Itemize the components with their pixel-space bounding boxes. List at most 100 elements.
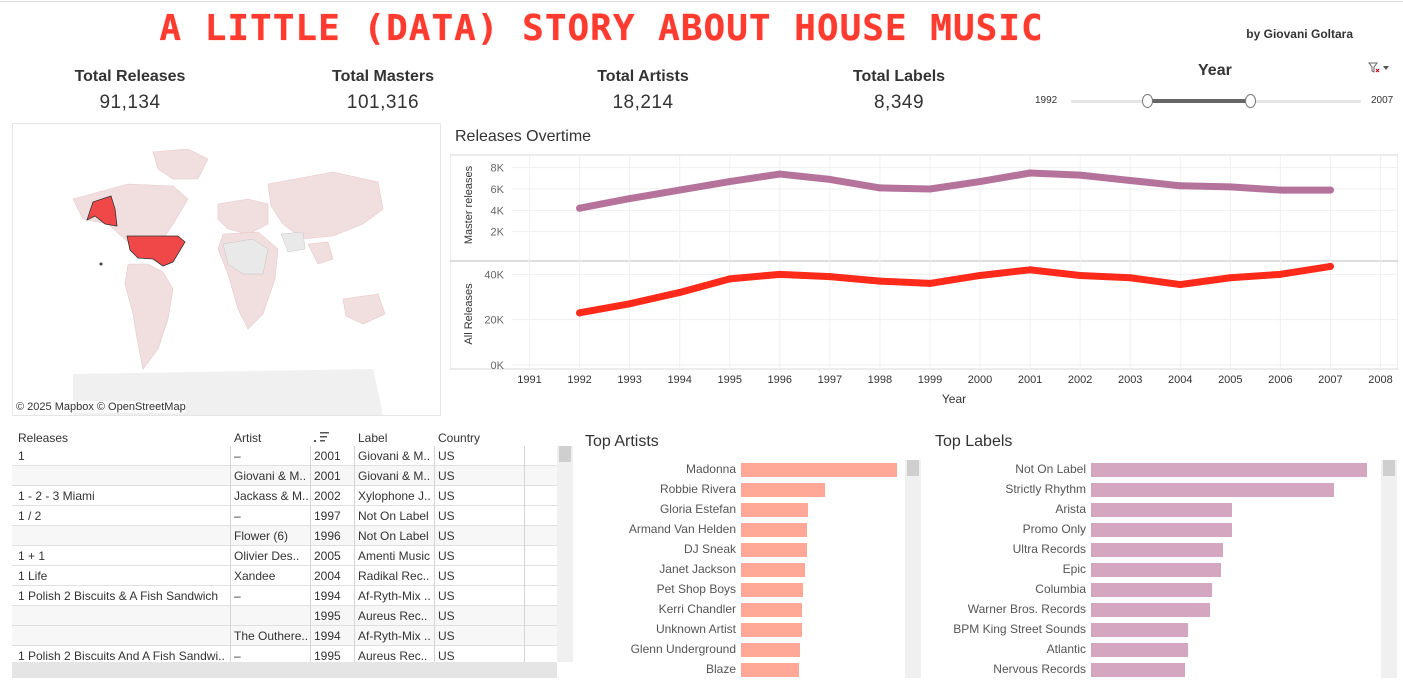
top-artist-row[interactable]: Gloria Estefan [585, 500, 897, 520]
top-label-row[interactable]: Atlantic [935, 640, 1367, 660]
top-artist-bar[interactable] [741, 483, 826, 497]
x-tick-label: 1993 [617, 374, 641, 386]
column-header-year[interactable] [314, 431, 330, 446]
top-label-bar[interactable] [1091, 483, 1334, 497]
top-label-bar[interactable] [1091, 643, 1188, 657]
top-label-bar[interactable] [1091, 543, 1224, 557]
top-label-row[interactable]: Not On Label [935, 460, 1367, 480]
table-row[interactable]: Giovani & M.. 2001 Giovani & M.. US [12, 466, 557, 486]
series-point [726, 275, 734, 283]
x-tick-label: 1999 [918, 374, 942, 386]
top-label-row[interactable]: Warner Bros. Records [935, 600, 1367, 620]
table-cell-country: US [438, 509, 455, 523]
map-attribution[interactable]: © 2025 Mapbox © OpenStreetMap [16, 401, 186, 413]
table-cell-release: 1 - 2 - 3 Miami [18, 489, 95, 503]
top-artist-row[interactable]: Kerri Chandler [585, 600, 897, 620]
top-label-bar[interactable] [1091, 663, 1185, 677]
top-artist-row[interactable]: Glenn Underground [585, 640, 897, 660]
year-max-label: 2007 [1371, 95, 1394, 106]
table-row[interactable]: 1 Polish 2 Biscuits And A Fish Sandwi.. –… [12, 646, 557, 666]
top-label-bar[interactable] [1091, 463, 1367, 477]
table-row[interactable]: Flower (6) 1996 Not On Label US [12, 526, 557, 546]
year-slider-start-handle[interactable] [1142, 94, 1153, 108]
series-point [1076, 271, 1084, 279]
dashboard-title: A LITTLE (DATA) STORY ABOUT HOUSE MUSIC [159, 8, 1044, 49]
table-vertical-scrollbar[interactable] [557, 446, 573, 662]
top-label-bar[interactable] [1091, 603, 1210, 617]
top-artist-bar[interactable] [741, 523, 807, 537]
series-point [726, 178, 734, 186]
top-artist-bar[interactable] [741, 503, 809, 517]
column-header-label[interactable]: Label [358, 431, 388, 445]
table-horizontal-scrollbar[interactable] [12, 662, 557, 678]
top-label-label: Columbia [1035, 582, 1086, 596]
sort-descending-icon[interactable] [314, 431, 330, 443]
top-labels-scrollbar[interactable] [1381, 460, 1397, 678]
table-row[interactable]: 1 – 2001 Giovani & M.. US [12, 446, 557, 466]
table-row[interactable]: 1 Life Xandee 2004 Radikal Rec.. US [12, 566, 557, 586]
top-artist-row[interactable]: Armand Van Helden [585, 520, 897, 540]
top-label-row[interactable]: BPM King Street Sounds [935, 620, 1367, 640]
table-row[interactable]: 1 / 2 – 1997 Not On Label US [12, 506, 557, 526]
top-divider [0, 1, 1403, 2]
table-cell-label: Aureus Rec.. [358, 609, 428, 623]
top-artist-bar[interactable] [741, 583, 804, 597]
y-axis-label: All Releases [463, 283, 475, 345]
top-label-bar[interactable] [1091, 583, 1213, 597]
table-cell-artist: – [234, 509, 241, 523]
scrollbar-thumb[interactable] [907, 460, 919, 476]
top-artist-row[interactable]: Janet Jackson [585, 560, 897, 580]
top-artist-row[interactable]: Blaze [585, 660, 897, 680]
top-artist-row[interactable]: Pet Shop Boys [585, 580, 897, 600]
top-label-bar[interactable] [1091, 523, 1232, 537]
column-header-releases[interactable]: Releases [18, 431, 69, 445]
table-cell-artist: Flower (6) [234, 529, 289, 543]
top-label-bar[interactable] [1091, 563, 1221, 577]
top-artists-scrollbar[interactable] [905, 460, 921, 678]
column-header-artist[interactable]: Artist [234, 431, 262, 445]
table-cell-year: 2001 [314, 469, 341, 483]
column-header-country[interactable]: Country [438, 431, 481, 445]
scrollbar-thumb[interactable] [1383, 460, 1395, 476]
top-label-bar[interactable] [1091, 503, 1232, 517]
top-label-row[interactable]: Columbia [935, 580, 1367, 600]
top-label-bar[interactable] [1091, 623, 1188, 637]
top-label-row[interactable]: Epic [935, 560, 1367, 580]
top-artist-bar[interactable] [741, 563, 805, 577]
series-point [626, 300, 634, 308]
world-map[interactable]: © 2025 Mapbox © OpenStreetMap [12, 123, 441, 416]
top-label-row[interactable]: Ultra Records [935, 540, 1367, 560]
clear-filter-icon[interactable] [1368, 62, 1390, 77]
scrollbar-thumb[interactable] [559, 446, 571, 462]
top-artist-row[interactable]: Unknown Artist [585, 620, 897, 640]
top-artist-bar[interactable] [741, 603, 802, 617]
year-min-label: 1992 [1035, 95, 1058, 106]
table-cell-country: US [438, 649, 455, 663]
y-tick-label: 0K [491, 360, 505, 372]
top-artist-row[interactable]: Madonna [585, 460, 897, 480]
top-artist-bar[interactable] [741, 543, 807, 557]
top-artist-bar[interactable] [741, 623, 802, 637]
table-row[interactable]: 1995 Aureus Rec.. US [12, 606, 557, 626]
series-point [826, 273, 834, 281]
top-label-row[interactable]: Arista [935, 500, 1367, 520]
top-label-label: Not On Label [1015, 462, 1086, 476]
top-artist-row[interactable]: DJ Sneak [585, 540, 897, 560]
top-label-row[interactable]: Promo Only [935, 520, 1367, 540]
table-row[interactable]: 1 - 2 - 3 Miami Jackass & M.. 2002 Xylophon… [12, 486, 557, 506]
kpi-total-labels: Total Labels 8,349 [799, 68, 999, 114]
year-slider-track[interactable] [1071, 99, 1361, 103]
year-slider-end-handle[interactable] [1245, 94, 1256, 108]
top-artist-bar[interactable] [741, 663, 799, 677]
table-row[interactable]: 1 Polish 2 Biscuits & A Fish Sandwich – 19… [12, 586, 557, 606]
top-label-row[interactable]: Nervous Records [935, 660, 1367, 680]
table-row[interactable]: The Outhere.. 1994 Af-Ryth-Mix .. US [12, 626, 557, 646]
usa-shape [126, 235, 186, 267]
table-row[interactable]: 1 + 1 Olivier Des.. 2005 Amenti Music US [12, 546, 557, 566]
top-artist-row[interactable]: Robbie Rivera [585, 480, 897, 500]
top-label-row[interactable]: Strictly Rhythm [935, 480, 1367, 500]
releases-line-chart-svg[interactable]: 8K 6K 4K 2K Master releases 40K 20K 0K All Relea… [449, 125, 1399, 415]
top-artist-bar[interactable] [741, 463, 897, 477]
table-cell-country: US [438, 589, 455, 603]
top-artist-bar[interactable] [741, 643, 801, 657]
